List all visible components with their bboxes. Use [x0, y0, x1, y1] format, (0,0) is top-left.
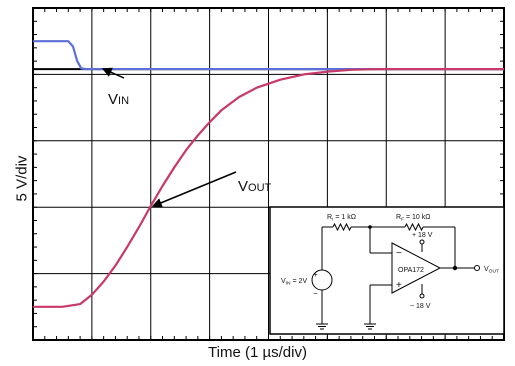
- vout-label-main: V: [484, 266, 489, 273]
- ri-label-main: R: [327, 214, 332, 221]
- label-sub: OUT: [248, 182, 272, 194]
- vin-label-sub: IN: [286, 281, 291, 287]
- source-minus: −: [313, 289, 318, 298]
- circuit-inset: +−−+OPA172+ 18 V− 18 VRI = 1 kΩ RF = 10 k…: [269, 206, 505, 335]
- annotation-label-vin: VIN: [108, 91, 129, 108]
- vout-label-sub: OUT: [489, 269, 499, 275]
- ri-label: RI = 1 kΩ: [327, 214, 356, 223]
- rf-label: RF = 10 kΩ: [396, 214, 431, 223]
- junction-node: [368, 225, 372, 229]
- voltage-source: [311, 269, 333, 291]
- opamp-inv-sign-main: −: [396, 248, 402, 259]
- vin-label-main: V: [281, 278, 286, 285]
- resistor-ri: [332, 222, 352, 232]
- annotation-arrow-vout: [151, 171, 237, 208]
- label-main: V: [108, 91, 118, 108]
- ri-label-rest: = 1 kΩ: [333, 214, 356, 221]
- vneg-label-main: − 18 V: [410, 303, 431, 310]
- rf-label-main: R: [396, 214, 401, 221]
- junction-out: [452, 265, 458, 271]
- vout-label: VOUT: [484, 266, 499, 275]
- annotation-arrow-vin: [101, 67, 125, 79]
- y-axis-label: 5 V/div: [13, 155, 31, 202]
- source-plus: +: [313, 270, 318, 279]
- rf-label-sub: F: [401, 217, 404, 223]
- vpos-terminal: [419, 239, 425, 245]
- vpos-label-main: + 18 V: [412, 232, 433, 239]
- x-axis-label: Time (1 µs/div): [208, 344, 307, 361]
- annotation-label-vout: VOUT: [238, 178, 272, 195]
- label-main: V: [238, 178, 248, 195]
- opamp-non-sign: +: [396, 280, 402, 291]
- vpos-label: + 18 V: [412, 232, 433, 239]
- source-plus-main: +: [313, 270, 318, 279]
- opamp-non-sign-main: +: [396, 280, 402, 291]
- source-minus-main: −: [313, 289, 318, 298]
- output-terminal: [474, 265, 480, 271]
- opamp-name-main: OPA172: [398, 267, 424, 274]
- series-vin: [33, 40, 504, 71]
- ri-label-sub: I: [332, 217, 333, 223]
- vneg-label: − 18 V: [410, 303, 431, 310]
- opamp-name: OPA172: [398, 267, 424, 274]
- opamp-symbol: [391, 242, 442, 294]
- vneg-terminal: [419, 293, 425, 299]
- opamp-inv-sign: −: [396, 248, 402, 259]
- rf-label-rest: = 10 kΩ: [404, 214, 430, 221]
- resistor-rf: [404, 222, 424, 232]
- inset-box: [269, 206, 505, 335]
- vin-label-rest: = 2V: [291, 278, 308, 285]
- label-sub: IN: [118, 95, 129, 107]
- vin-label: VIN = 2V: [281, 278, 307, 287]
- series-vout: [33, 68, 504, 308]
